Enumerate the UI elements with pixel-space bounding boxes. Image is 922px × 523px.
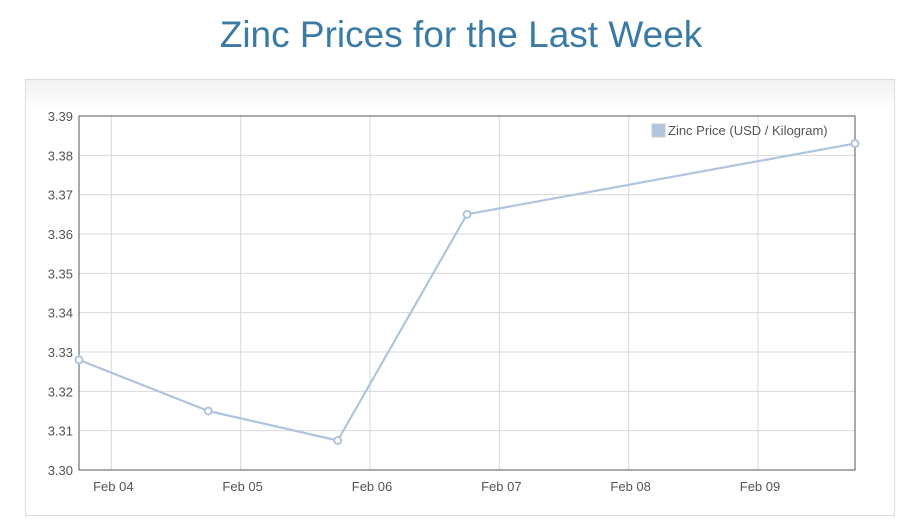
page-title: Zinc Prices for the Last Week bbox=[219, 14, 703, 55]
series-layer bbox=[74, 139, 860, 445]
x-tick-label: Feb 05 bbox=[222, 479, 262, 494]
x-tick-label: Feb 09 bbox=[740, 479, 780, 494]
y-tick-label: 3.30 bbox=[48, 463, 73, 478]
x-tick-label: Feb 07 bbox=[481, 479, 521, 494]
y-tick-label: 3.38 bbox=[48, 148, 73, 163]
x-axis-ticks: Feb 04 Feb 05 Feb 06 Feb 07 Feb 08 Feb 09 bbox=[93, 479, 780, 494]
y-tick-label: 3.34 bbox=[48, 306, 73, 321]
data-point bbox=[333, 436, 343, 445]
series-line bbox=[78, 142, 856, 442]
y-tick-label: 3.33 bbox=[48, 345, 73, 360]
y-tick-label: 3.32 bbox=[48, 384, 73, 399]
chart-panel bbox=[25, 79, 895, 516]
data-point bbox=[462, 209, 472, 219]
y-tick-label: 3.37 bbox=[48, 188, 73, 203]
legend-label[interactable]: Zinc Price (USD / Kilogram) bbox=[668, 123, 828, 138]
y-tick-label: 3.35 bbox=[48, 266, 73, 281]
grid-layer bbox=[79, 115, 855, 471]
plot-border bbox=[78, 115, 856, 471]
legend-swatch[interactable] bbox=[651, 123, 666, 138]
x-tick-label: Feb 04 bbox=[93, 479, 133, 494]
y-tick-label: 3.39 bbox=[48, 109, 73, 124]
data-point bbox=[203, 406, 213, 416]
data-point bbox=[850, 139, 860, 149]
legend[interactable]: Zinc Price (USD / Kilogram) bbox=[651, 123, 828, 138]
y-tick-label: 3.31 bbox=[48, 424, 73, 439]
data-point bbox=[74, 355, 84, 365]
y-tick-label: 3.36 bbox=[48, 227, 73, 242]
y-axis-ticks: 3.39 3.38 3.37 3.36 3.35 3.34 3.33 3.32 3.31 3.30 bbox=[48, 109, 73, 478]
x-tick-label: Feb 08 bbox=[610, 479, 650, 494]
x-tick-label: Feb 06 bbox=[352, 479, 392, 494]
